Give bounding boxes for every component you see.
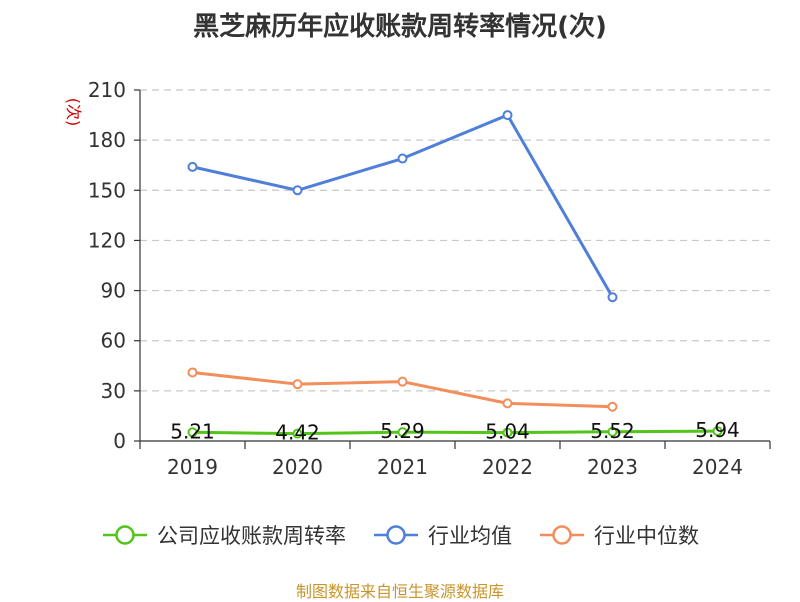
legend-label: 行业中位数 bbox=[594, 524, 699, 548]
legend-label: 行业均值 bbox=[428, 524, 512, 548]
legend-swatch-marker bbox=[386, 525, 406, 545]
y-tick-label: 180 bbox=[88, 128, 126, 152]
legend-swatch bbox=[103, 525, 147, 545]
data-point bbox=[502, 110, 513, 121]
x-tick-label: 2021 bbox=[377, 455, 428, 479]
legend-item[interactable]: 公司应收账款周转率 bbox=[101, 520, 346, 550]
data-label: 5.29 bbox=[380, 419, 425, 443]
y-tick-label: 30 bbox=[101, 379, 126, 403]
legend-swatch-marker bbox=[552, 525, 572, 545]
y-tick-label: 210 bbox=[88, 78, 126, 102]
data-point bbox=[397, 153, 408, 164]
data-point bbox=[607, 292, 618, 303]
legend-swatch bbox=[374, 525, 418, 545]
data-point bbox=[187, 427, 198, 438]
data-point bbox=[397, 427, 408, 438]
data-point bbox=[187, 161, 198, 172]
legend: 公司应收账款周转率 行业均值 行业中位数 bbox=[0, 520, 800, 550]
data-point bbox=[502, 398, 513, 409]
data-label: 5.52 bbox=[590, 419, 635, 443]
y-tick-label: 90 bbox=[101, 279, 126, 303]
source-note: 制图数据来自恒生聚源数据库 bbox=[295, 582, 504, 601]
data-label: 5.94 bbox=[695, 418, 740, 442]
data-label: 5.21 bbox=[170, 419, 215, 443]
data-label: 4.42 bbox=[275, 421, 320, 445]
series-line-2 bbox=[192, 113, 614, 299]
data-point bbox=[607, 426, 618, 437]
y-tick-label: 150 bbox=[88, 178, 126, 202]
legend-swatch bbox=[540, 525, 584, 545]
x-tick-label: 2019 bbox=[167, 455, 218, 479]
y-tick-label: 60 bbox=[101, 329, 126, 353]
x-tick-label: 2020 bbox=[272, 455, 323, 479]
x-tick-label: 2023 bbox=[587, 455, 638, 479]
data-point bbox=[292, 379, 303, 390]
data-point bbox=[292, 428, 303, 439]
x-tick-label: 2024 bbox=[692, 455, 743, 479]
data-label: 5.04 bbox=[485, 420, 530, 444]
data-point bbox=[712, 426, 723, 437]
legend-swatch-marker bbox=[115, 525, 135, 545]
x-tick-label: 2022 bbox=[482, 455, 533, 479]
data-point bbox=[292, 185, 303, 196]
data-point bbox=[502, 427, 513, 438]
data-point bbox=[187, 367, 198, 378]
legend-label: 公司应收账款周转率 bbox=[157, 524, 346, 548]
series-line-1 bbox=[192, 429, 718, 436]
data-point bbox=[607, 401, 618, 412]
y-axis-label: (次) bbox=[64, 98, 83, 127]
y-tick-label: 120 bbox=[88, 228, 126, 252]
legend-item[interactable]: 行业均值 bbox=[372, 520, 512, 550]
data-point bbox=[397, 376, 408, 387]
legend-item[interactable]: 行业中位数 bbox=[538, 520, 699, 550]
y-tick-label: 0 bbox=[113, 429, 126, 453]
chart-title: 黑芝麻历年应收账款周转率情况(次) bbox=[193, 12, 607, 42]
